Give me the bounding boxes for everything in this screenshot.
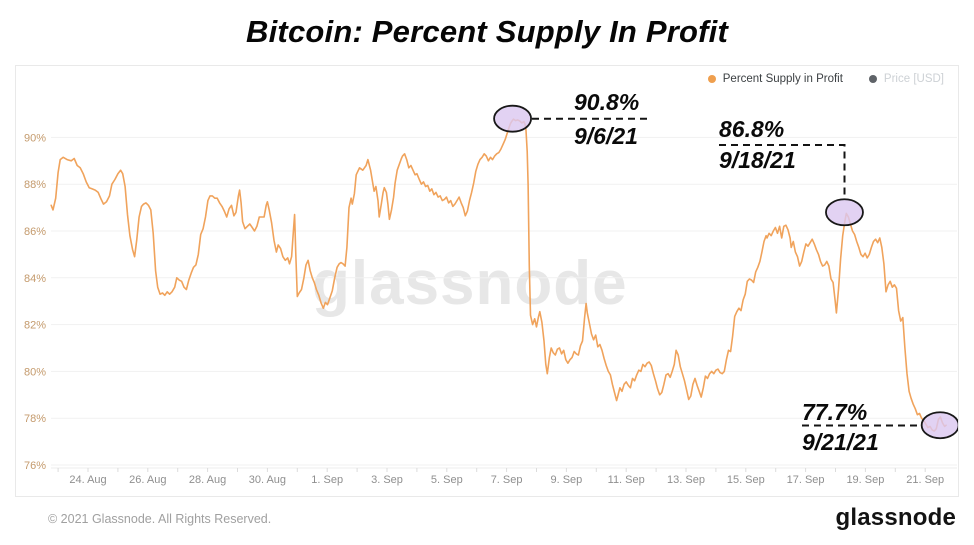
y-axis-label: 86% [24,226,46,238]
x-axis-label: 1. Sep [311,474,343,486]
annotation-86-8: 86.8% 9/18/21 [719,114,796,176]
x-axis-label: 21. Sep [906,474,944,486]
annotation-date: 9/6/21 [574,123,638,149]
chart-title: Bitcoin: Percent Supply In Profit [246,14,728,49]
annotation-value: 90.8% [574,89,640,115]
annotation-77-7: 77.7% 9/21/21 [802,397,879,457]
glassnode-watermark: glassnode [312,249,628,318]
x-axis-label: 17. Sep [787,474,825,486]
annotation-date: 9/18/21 [719,147,796,173]
y-axis-label: 90% [24,132,46,144]
annotation-value: 77.7% [802,399,868,425]
x-axis-label: 26. Aug [129,474,166,486]
series-dot-icon [868,75,877,83]
chart-canvas[interactable]: 90% 88% 86% 84% 82% 80% 78% 76% 24. Aug 26. Aug 28… [16,66,958,496]
legend-item-price-usd[interactable]: Price [USD] [868,73,944,85]
x-axis-label: 7. Sep [491,474,523,486]
x-axis-label: 19. Sep [846,474,884,486]
chart-legend: Percent Supply in Profit Price [USD] [707,73,944,85]
y-axis-label: 78% [24,413,46,425]
annotation-value: 86.8% [719,116,785,142]
annotation-ellipse [825,198,864,227]
y-axis-label: 76% [24,460,46,472]
x-axis-label: 5. Sep [431,474,463,486]
legend-label: Percent Supply in Profit [722,73,843,85]
legend-label: Price [USD] [883,73,944,85]
x-axis-label: 24. Aug [69,474,106,486]
copyright-text: © 2021 Glassnode. All Rights Reserved. [48,512,272,526]
y-axis-label: 84% [24,273,46,285]
y-axis-label: 82% [24,320,46,332]
x-axis-label: 15. Sep [727,474,765,486]
legend-item-percent-supply-in-profit[interactable]: Percent Supply in Profit [707,73,843,85]
glassnode-logo: glassnode [835,504,956,531]
annotation-ellipse [920,411,958,440]
x-axis-label: 9. Sep [550,474,582,486]
x-axis-label: 30. Aug [249,474,286,486]
percent-supply-in-profit-line [50,118,947,432]
chart-panel: Percent Supply in Profit Price [USD] gla… [15,65,959,497]
series-dot-icon [707,75,716,83]
y-axis-label: 88% [24,179,46,191]
x-axis-label: 3. Sep [371,474,403,486]
x-axis-label: 13. Sep [667,474,705,486]
annotation-connector [719,144,846,199]
x-axis-label: 11. Sep [608,474,645,486]
annotation-date: 9/21/21 [802,429,879,455]
y-axis-label: 80% [24,366,46,378]
annotation-90-8: 90.8% 9/6/21 [574,85,639,153]
annotation-ellipse [493,104,532,133]
x-axis-label: 28. Aug [189,474,226,486]
